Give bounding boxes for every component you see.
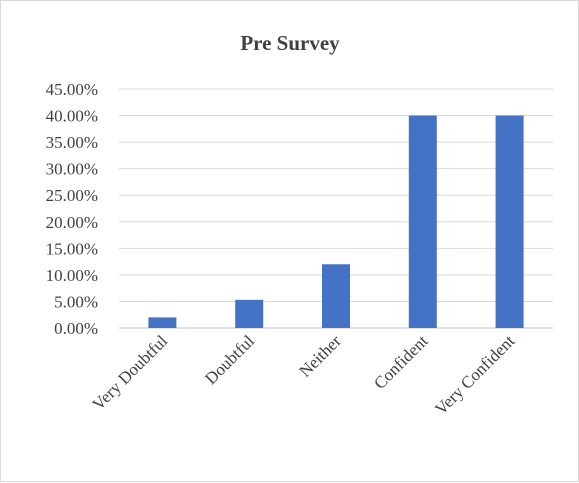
x-tick-label: Doubtful (201, 331, 258, 388)
y-tick-label: 10.00% (46, 266, 98, 285)
x-tick-label: Very Confident (431, 331, 518, 418)
bar (148, 317, 177, 328)
x-axis-tick-labels: Very Doubtful Doubtful Neither Confident Ver… (89, 331, 519, 418)
x-tick-label: Very Doubtful (89, 331, 172, 414)
y-tick-label: 0.00% (54, 319, 98, 338)
x-tick-label: Neither (295, 331, 345, 381)
bars (148, 115, 524, 328)
y-axis-tick-labels: 0.00% 5.00% 10.00% 15.00% 20.00% 25.00% 30.00%… (46, 80, 98, 338)
y-tick-label: 5.00% (54, 292, 98, 311)
x-tick-label: Confident (370, 331, 432, 393)
y-tick-label: 25.00% (46, 186, 98, 205)
bar (495, 115, 524, 328)
y-tick-label: 40.00% (46, 107, 98, 126)
y-tick-label: 30.00% (46, 160, 98, 179)
y-tick-label: 35.00% (46, 133, 98, 152)
y-tick-label: 45.00% (46, 80, 98, 99)
chart-title: Pre Survey (240, 31, 340, 55)
bar (235, 299, 264, 328)
gridlines (119, 88, 553, 329)
bar (322, 264, 350, 328)
y-tick-label: 15.00% (46, 239, 98, 258)
y-tick-label: 20.00% (46, 213, 98, 232)
bar (408, 115, 437, 328)
